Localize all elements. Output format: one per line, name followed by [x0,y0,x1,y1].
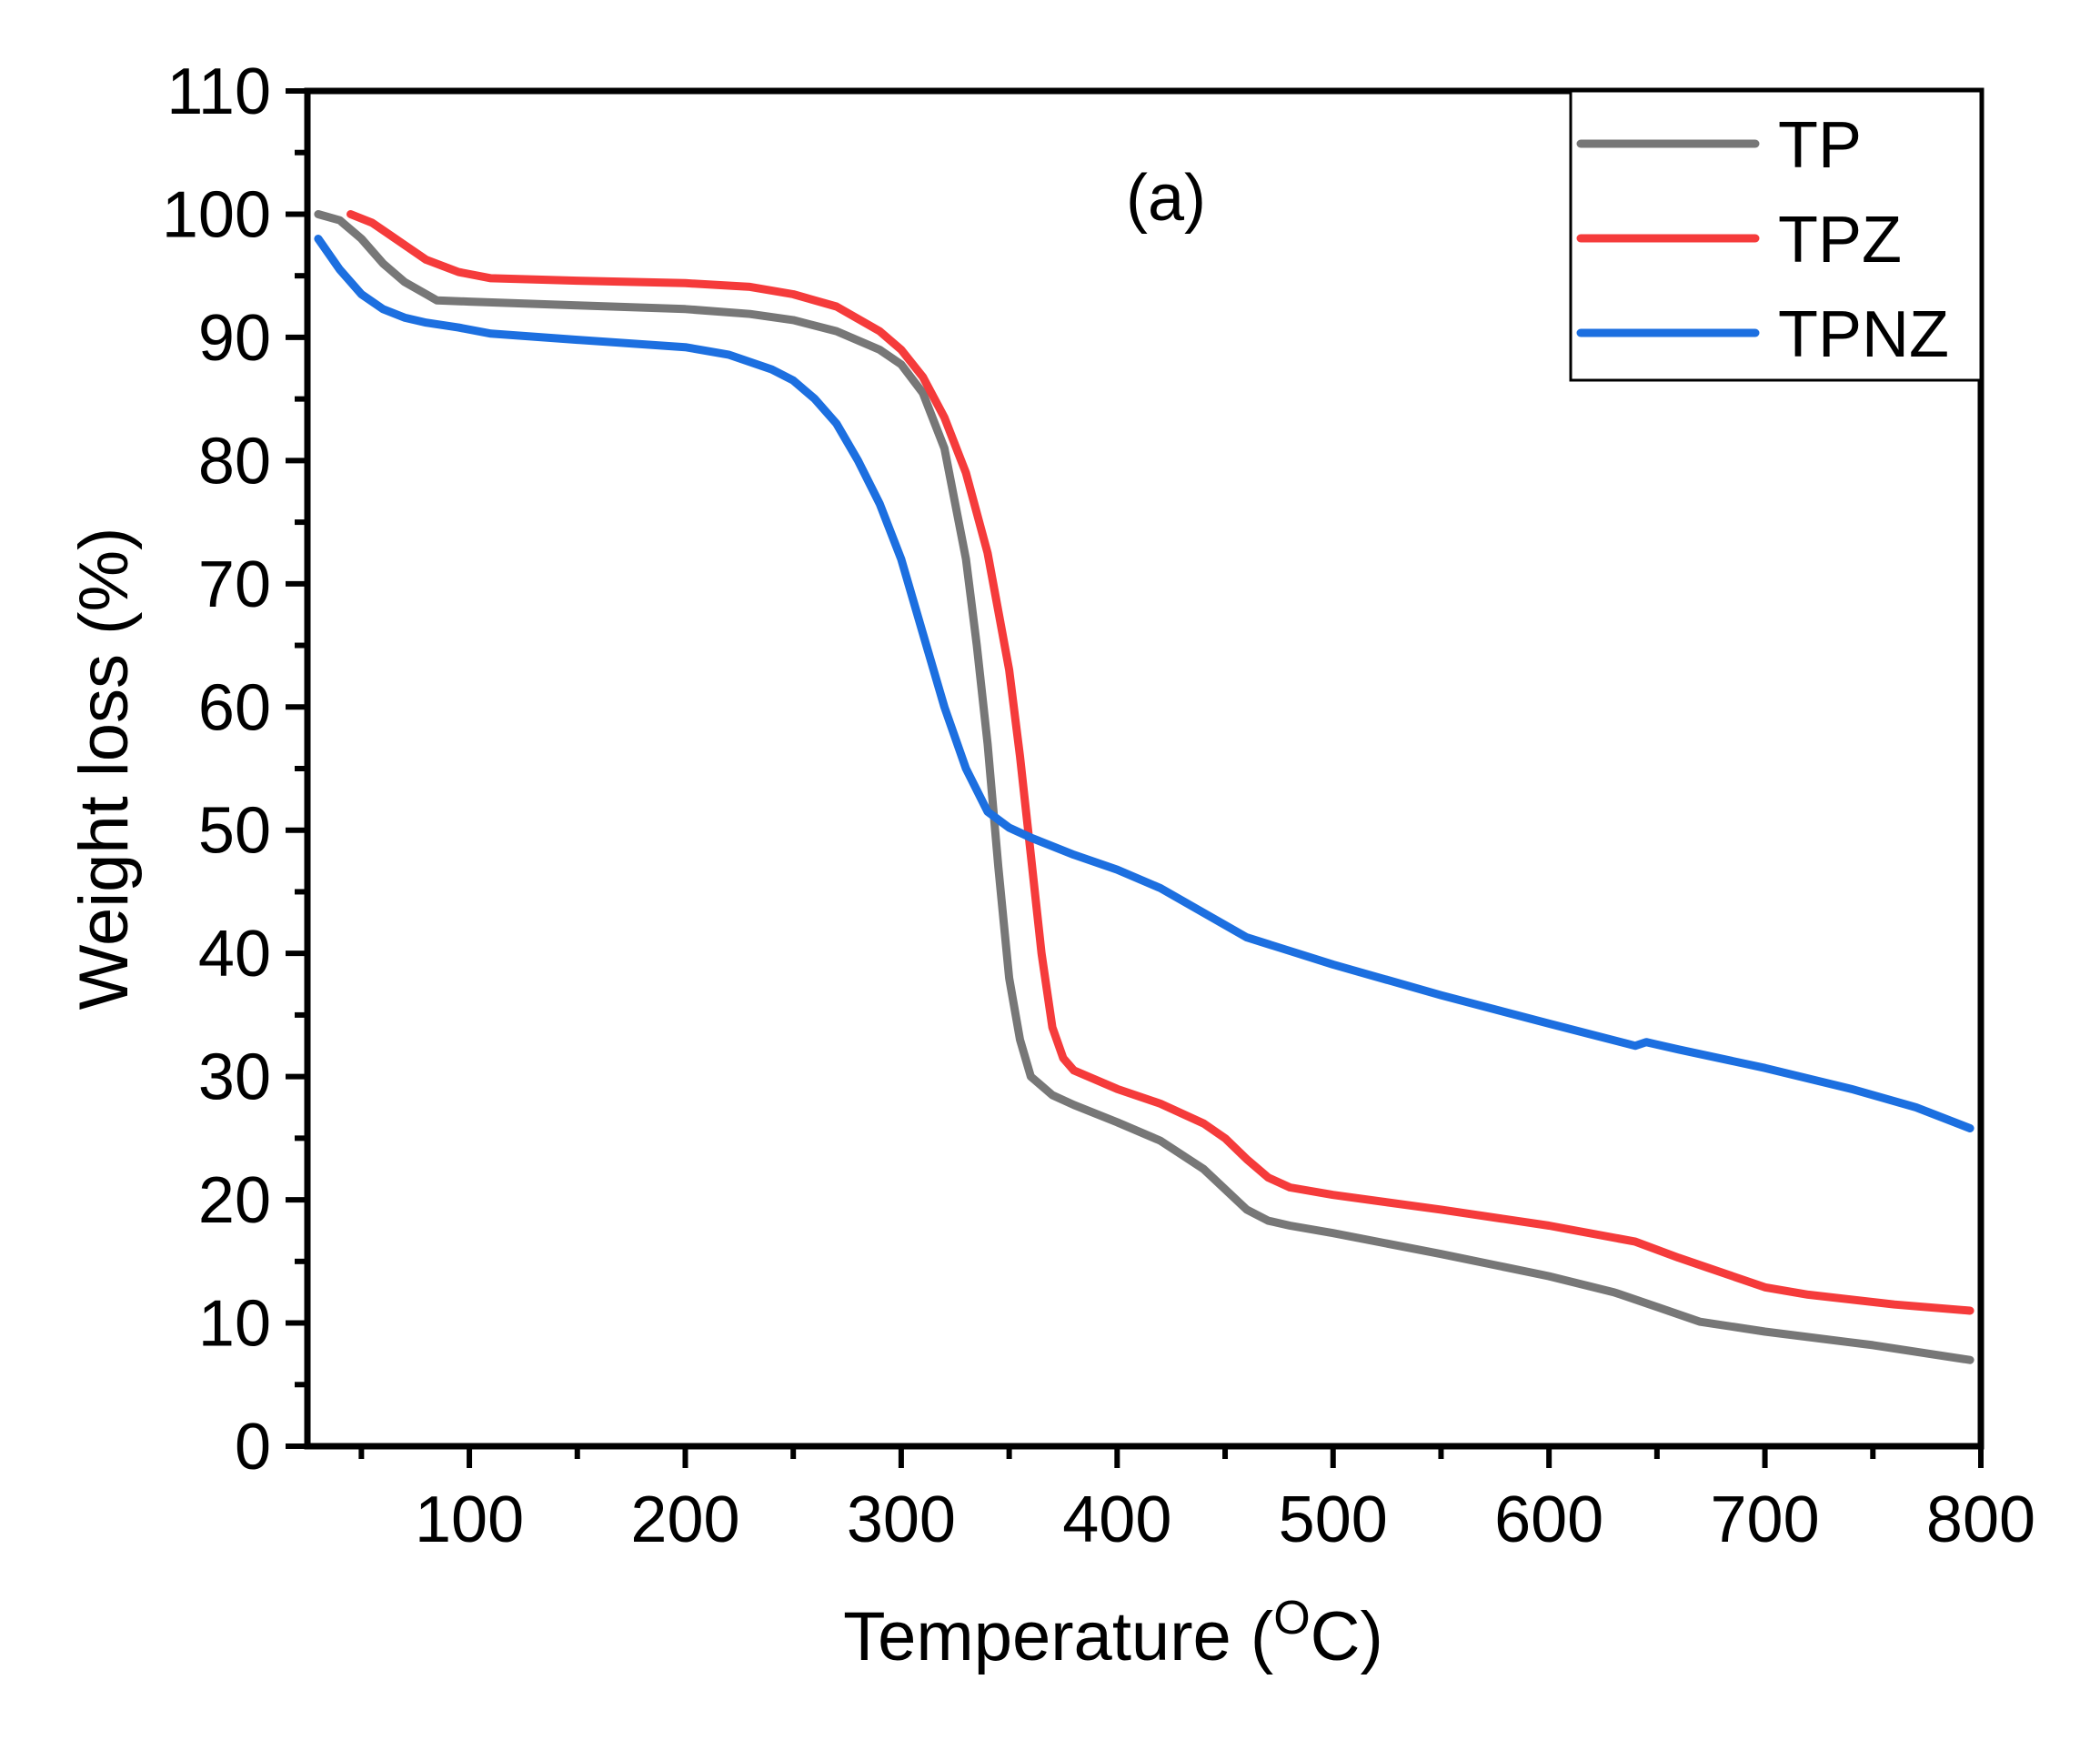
y-tick-label: 20 [198,1164,271,1237]
y-tick-label: 60 [198,671,271,744]
x-tick-label: 300 [847,1484,956,1556]
x-tick-label: 100 [415,1484,524,1556]
y-axis-title: Weight loss (%) [65,528,143,1011]
legend: TP TPZ TPNZ [1569,89,1983,382]
y-tick-label: 100 [162,178,271,251]
x-axis-title: Temperature (OC) [843,1592,1383,1675]
y-tick-label: 110 [166,55,271,128]
y-tick-label: 80 [198,425,271,498]
y-tick-label: 30 [198,1041,271,1114]
x-tick-label: 200 [630,1484,739,1556]
x-tick-label: 700 [1711,1484,1820,1556]
y-tick-label: 70 [198,548,271,621]
x-tick-label: 500 [1279,1484,1388,1556]
x-tick-label: 600 [1494,1484,1603,1556]
series-line-tp [314,210,1974,1364]
plot-frame [304,87,1984,1450]
x-tick-label: 400 [1062,1484,1171,1556]
ticks-layer: 100 200 300 400 500 600 700 800 0 10 20 30 40 50 60 70 8… [162,55,2035,1556]
y-tick-label: 10 [198,1288,271,1361]
y-tick-label: 50 [198,795,271,868]
annotation-label: (a) [1126,162,1206,235]
legend-label-tpnz: TPNZ [1778,298,1949,371]
x-tick-label: 800 [1926,1484,2035,1556]
series-layer [314,210,1974,1364]
x-axis-title-superscript: O [1273,1592,1310,1644]
series-line-tpnz [314,235,1974,1132]
y-tick-label: 40 [198,918,271,991]
legend-label-tpz: TPZ [1778,204,1902,277]
y-tick-label: 0 [235,1411,271,1484]
legend-label-tp: TP [1778,109,1862,182]
y-tick-label: 90 [198,302,271,375]
series-line-tpz [347,210,1974,1315]
